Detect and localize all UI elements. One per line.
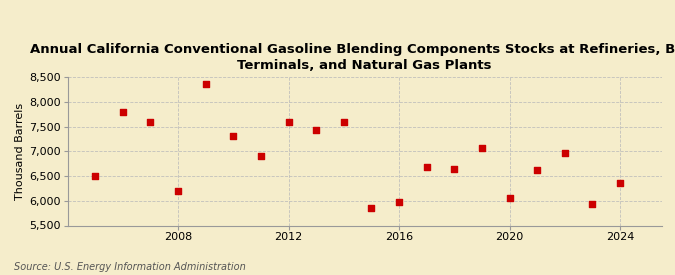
Point [421, 165, 432, 169]
Point [338, 119, 349, 124]
Y-axis label: Thousand Barrels: Thousand Barrels [15, 103, 25, 200]
Point [90, 174, 101, 178]
Text: Source: U.S. Energy Information Administration: Source: U.S. Energy Information Administ… [14, 262, 245, 272]
Point [366, 206, 377, 210]
Point [587, 202, 598, 206]
Point [145, 119, 156, 124]
Title: Annual California Conventional Gasoline Blending Components Stocks at Refineries: Annual California Conventional Gasoline … [30, 43, 675, 72]
Point [117, 109, 128, 114]
Point [256, 154, 267, 158]
Point [560, 151, 570, 155]
Point [449, 166, 460, 171]
Point [228, 134, 239, 139]
Point [283, 119, 294, 124]
Point [532, 168, 543, 172]
Point [310, 128, 321, 133]
Point [504, 196, 515, 200]
Point [200, 82, 211, 87]
Point [173, 189, 184, 193]
Point [394, 200, 404, 204]
Point [477, 146, 487, 150]
Point [615, 181, 626, 185]
